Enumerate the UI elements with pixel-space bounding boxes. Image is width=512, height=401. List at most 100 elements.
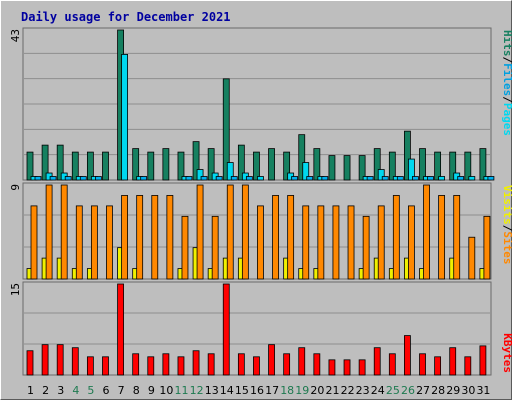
bar-kbytes-2 xyxy=(41,344,49,376)
bar-pages-29 xyxy=(457,176,465,181)
bar-pages-31 xyxy=(487,176,495,181)
bar-pages-24 xyxy=(381,176,389,181)
bar-kbytes-4 xyxy=(71,347,79,376)
day-label-22: 22 xyxy=(341,384,355,397)
bar-pages-11 xyxy=(185,176,193,181)
bar-sites-31 xyxy=(483,215,491,280)
day-label-12: 12 xyxy=(190,384,204,397)
bar-pages-4 xyxy=(79,176,87,181)
bar-hits-14 xyxy=(222,78,230,181)
bar-sites-14 xyxy=(226,184,234,280)
day-label-16: 16 xyxy=(250,384,264,397)
bar-kbytes-29 xyxy=(449,347,457,376)
legend-item: / xyxy=(501,96,512,103)
day-label-4: 4 xyxy=(72,384,79,397)
bar-hits-17 xyxy=(268,148,275,181)
bar-sites-1 xyxy=(30,205,38,280)
bar-pages-14 xyxy=(230,176,238,181)
bar-files-12 xyxy=(196,169,204,181)
bar-sites-27 xyxy=(423,184,430,280)
bar-kbytes-25 xyxy=(388,353,396,376)
bar-sites-4 xyxy=(75,205,83,280)
bar-kbytes-8 xyxy=(132,353,140,376)
bar-hits-1 xyxy=(26,151,34,181)
day-label-2: 2 xyxy=(42,384,49,397)
day-label-9: 9 xyxy=(148,384,155,397)
bar-pages-1 xyxy=(34,176,42,181)
bar-pages-18 xyxy=(291,176,299,181)
bar-kbytes-6 xyxy=(102,356,109,376)
bar-pages-15 xyxy=(245,176,253,181)
bar-files-16 xyxy=(257,176,264,181)
panel-3-legend: KBytes xyxy=(501,333,512,373)
day-label-21: 21 xyxy=(325,384,339,397)
bar-pages-23 xyxy=(366,176,374,181)
bar-pages-27 xyxy=(427,176,434,181)
bar-kbytes-18 xyxy=(283,353,291,376)
bar-hits-27 xyxy=(419,148,426,181)
day-label-3: 3 xyxy=(57,384,64,397)
bar-kbytes-16 xyxy=(253,356,260,376)
day-label-14: 14 xyxy=(220,384,234,397)
bar-kbytes-20 xyxy=(313,353,321,376)
bar-sites-30 xyxy=(468,236,476,280)
bar-files-14 xyxy=(226,162,234,181)
bar-kbytes-7 xyxy=(117,283,124,376)
day-label-19: 19 xyxy=(295,384,309,397)
day-label-1: 1 xyxy=(27,384,34,397)
bar-hits-9 xyxy=(147,151,155,181)
bar-sites-26 xyxy=(408,205,415,280)
bar-hits-2 xyxy=(41,144,49,181)
day-label-7: 7 xyxy=(118,384,125,397)
bar-hits-15 xyxy=(237,144,245,181)
bar-files-28 xyxy=(438,176,446,181)
bar-sites-5 xyxy=(90,205,98,280)
bar-sites-25 xyxy=(392,195,400,280)
day-label-26: 26 xyxy=(401,384,415,397)
day-label-5: 5 xyxy=(87,384,94,397)
day-label-6: 6 xyxy=(103,384,110,397)
bar-sites-12 xyxy=(196,184,204,280)
bar-hits-28 xyxy=(434,151,442,181)
day-label-11: 11 xyxy=(175,384,189,397)
panel-2-legend: Visits/Sites xyxy=(501,185,512,265)
bar-kbytes-13 xyxy=(207,353,215,376)
bar-kbytes-21 xyxy=(328,359,336,376)
day-label-23: 23 xyxy=(356,384,370,397)
bar-sites-18 xyxy=(287,195,295,280)
day-label-17: 17 xyxy=(265,384,279,397)
day-label-10: 10 xyxy=(159,384,173,397)
bar-hits-25 xyxy=(388,151,396,181)
bar-sites-22 xyxy=(347,205,355,280)
bar-kbytes-10 xyxy=(162,353,170,376)
bar-sites-3 xyxy=(60,184,68,280)
bar-kbytes-27 xyxy=(419,353,426,376)
bar-files-30 xyxy=(468,176,476,181)
bar-kbytes-24 xyxy=(373,347,381,376)
bar-pages-8 xyxy=(140,176,148,181)
bar-sites-17 xyxy=(272,195,279,280)
day-label-15: 15 xyxy=(235,384,249,397)
panel-1-legend: Hits/Files/Pages xyxy=(501,30,512,136)
bar-kbytes-19 xyxy=(298,347,306,376)
bar-hits-30 xyxy=(464,151,472,181)
bar-sites-29 xyxy=(453,195,461,280)
bar-sites-13 xyxy=(211,215,219,280)
legend-item: / xyxy=(501,225,512,232)
day-label-31: 31 xyxy=(476,384,490,397)
bar-hits-23 xyxy=(358,155,366,181)
legend-item: Hits xyxy=(501,30,512,57)
bar-kbytes-31 xyxy=(479,345,487,376)
bar-kbytes-30 xyxy=(464,356,472,376)
bar-hits-19 xyxy=(298,134,306,181)
bar-hits-18 xyxy=(283,151,291,181)
bar-kbytes-12 xyxy=(192,350,200,376)
day-label-20: 20 xyxy=(310,384,324,397)
bar-hits-22 xyxy=(343,155,351,181)
panel-3-max-label: 15 xyxy=(9,283,22,296)
bar-pages-26 xyxy=(412,176,419,181)
